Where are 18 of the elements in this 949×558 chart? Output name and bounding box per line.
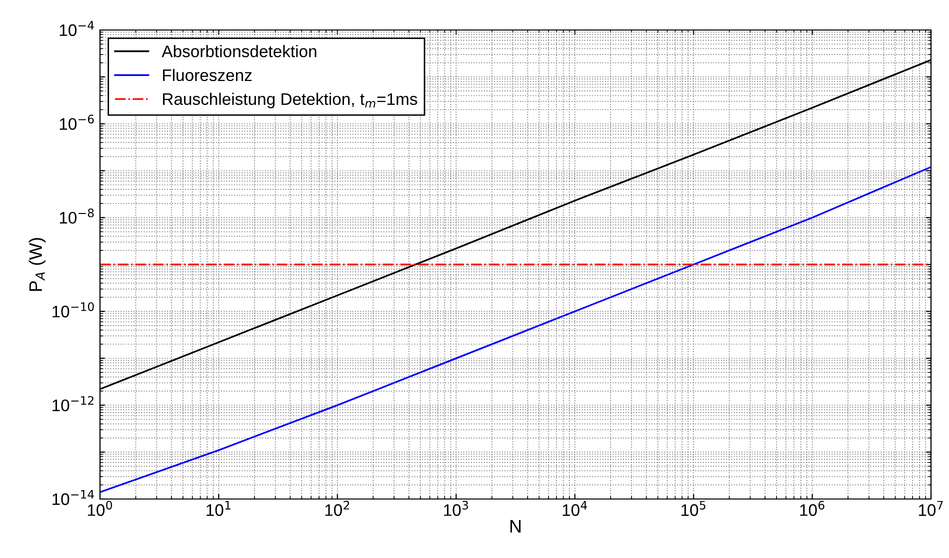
x-tick-label: 10$^{4}$ xyxy=(562,500,587,516)
line-series xyxy=(100,166,931,493)
legend-label: Fluoreszenz xyxy=(163,68,252,82)
x-axis-title: N xyxy=(510,520,521,532)
legend-label: Rauschleistung Detektion, t$_{m}$=1ms xyxy=(163,92,418,108)
x-tick-label: 10$^{3}$ xyxy=(444,500,468,516)
y-tick-label: 10$^{−10}$ xyxy=(52,302,94,318)
y-tick-label: 10$^{−12}$ xyxy=(52,396,94,412)
x-tick-label: 10$^{6}$ xyxy=(800,500,824,516)
x-tick-label: 10$^{5}$ xyxy=(682,500,706,516)
y-tick-label: 10$^{−6}$ xyxy=(60,114,94,130)
x-tick-label: 10$^{7}$ xyxy=(918,500,943,516)
x-tick-label: 10$^{2}$ xyxy=(325,500,350,516)
x-tick-label: 10$^{1}$ xyxy=(206,500,230,516)
y-tick-label: 10$^{−4}$ xyxy=(60,21,94,36)
y-tick-label: 10$^{−8}$ xyxy=(60,208,94,224)
legend-label: Absorbtionsdetektion xyxy=(162,45,316,58)
y-axis-title: P$_{A}$ (W) xyxy=(28,238,46,291)
